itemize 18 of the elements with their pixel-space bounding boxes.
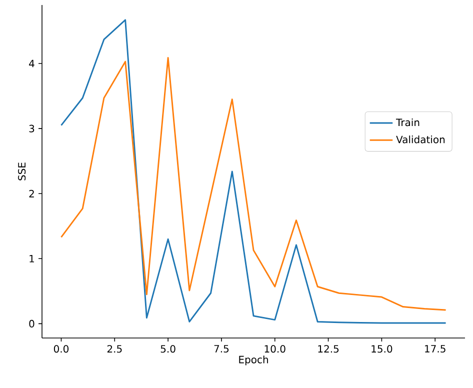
y-tick-label: 2: [29, 190, 34, 198]
x-tick-label: 17.5: [425, 345, 446, 353]
legend-label: Train: [396, 118, 420, 126]
x-tick-label: 15.0: [372, 345, 392, 353]
line-series: [60, 56, 447, 311]
y-axis-title: SSE: [18, 162, 26, 180]
x-tick-label: 7.5: [214, 345, 229, 353]
x-tick-label: 0.0: [54, 345, 69, 353]
x-tick-label: 5.0: [160, 345, 176, 353]
x-axis-title: Epoch: [239, 356, 268, 366]
legend-label: Validation: [396, 136, 445, 144]
x-tick-label: 2.5: [107, 345, 122, 353]
y-tick-label: 1: [30, 255, 34, 262]
x-tick-label: 12.5: [318, 345, 339, 353]
x-tick-label: 10.0: [264, 345, 286, 353]
y-tick-label: 3: [29, 124, 34, 132]
y-tick-label: 0: [29, 320, 34, 328]
y-tick-label: 4: [29, 60, 34, 68]
